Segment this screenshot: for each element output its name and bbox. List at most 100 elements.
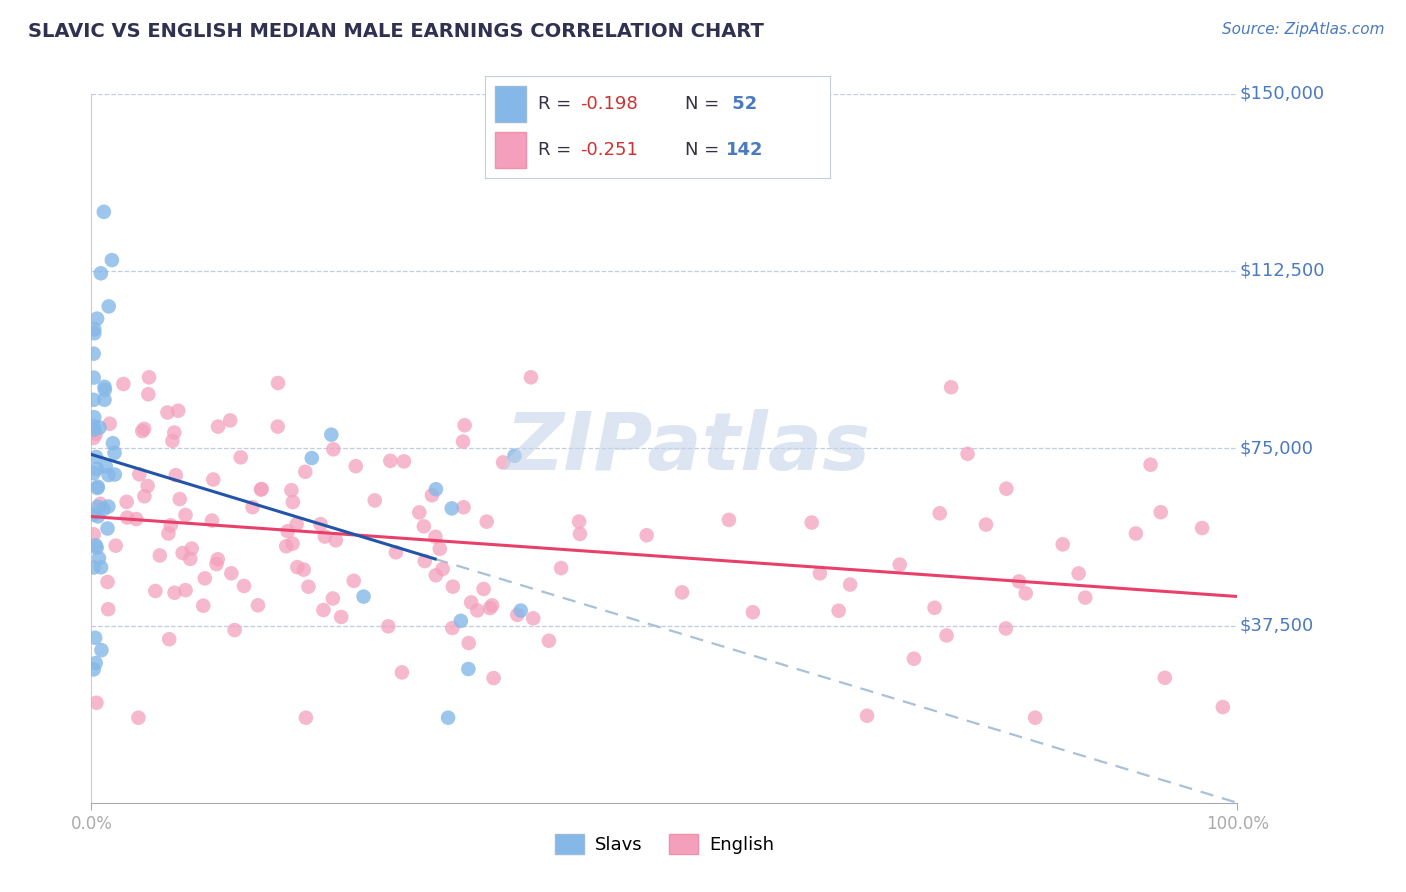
Point [1067,566,1090,581]
Point [93,502,115,516]
Point [741,605,763,619]
Point [84,656,107,670]
Point [995,482,1018,496]
Point [138,370,160,384]
Point [246,599,269,613]
Point [134,422,156,436]
Point [377,619,399,633]
Point [97,574,120,589]
Point [207,552,229,566]
Point [364,493,387,508]
Point [159,518,181,533]
Point [84,538,107,552]
Point [297,580,319,594]
Point [568,515,591,529]
Point [425,568,447,582]
Point [86,541,108,555]
Point [839,577,862,591]
Point [472,582,495,596]
Point [457,662,479,676]
Point [280,483,302,498]
Point [385,545,408,559]
Point [165,468,187,483]
Point [451,434,474,449]
Point [86,481,108,495]
Point [717,513,740,527]
Point [87,551,110,566]
Point [503,449,526,463]
Point [492,455,515,469]
Point [104,467,127,482]
Point [392,454,415,468]
Point [180,541,202,556]
Point [87,500,110,514]
Point [163,425,186,440]
Point [924,600,946,615]
Point [84,450,107,464]
Point [1008,574,1031,589]
Point [453,418,475,433]
Point [233,579,256,593]
Point [84,631,107,645]
Point [568,527,591,541]
Point [322,591,344,606]
Point [537,633,560,648]
Point [90,643,112,657]
Point [134,489,156,503]
Point [93,204,115,219]
Point [928,506,950,520]
Point [429,541,451,556]
Point [432,562,454,576]
Point [83,370,105,384]
Point [457,636,479,650]
Point [89,497,111,511]
Point [219,413,242,427]
Point [281,536,304,550]
Point [292,563,315,577]
Point [83,392,105,407]
Point [285,517,308,532]
Point [83,326,105,341]
Point [453,500,475,515]
Point [413,554,436,568]
Point [83,560,105,574]
Point [1153,671,1175,685]
Point [145,584,167,599]
Point [115,510,138,524]
Point [800,516,823,530]
Point [112,376,135,391]
Point [939,380,962,394]
Point [1015,586,1038,600]
Point [475,515,498,529]
Point [267,419,290,434]
Point [83,431,105,445]
Point [194,571,217,585]
Point [250,482,273,496]
Point [460,595,482,609]
Point [420,488,443,502]
Point [97,602,120,616]
Point [437,711,460,725]
Point [128,467,150,482]
Point [277,524,299,539]
Point [935,628,957,642]
Text: N =: N = [685,141,725,159]
Point [174,508,197,522]
Point [83,322,105,336]
Point [83,527,105,541]
Text: R =: R = [538,141,578,159]
Point [207,419,229,434]
Point [167,403,190,417]
Point [163,585,186,599]
Point [149,549,172,563]
Point [408,505,430,519]
Point [157,526,180,541]
Point [856,708,879,723]
Point [301,451,323,466]
Point [509,603,531,617]
Text: -0.198: -0.198 [579,95,637,112]
Text: -0.251: -0.251 [579,141,638,159]
Point [330,610,353,624]
FancyBboxPatch shape [495,87,526,122]
Point [136,387,159,401]
